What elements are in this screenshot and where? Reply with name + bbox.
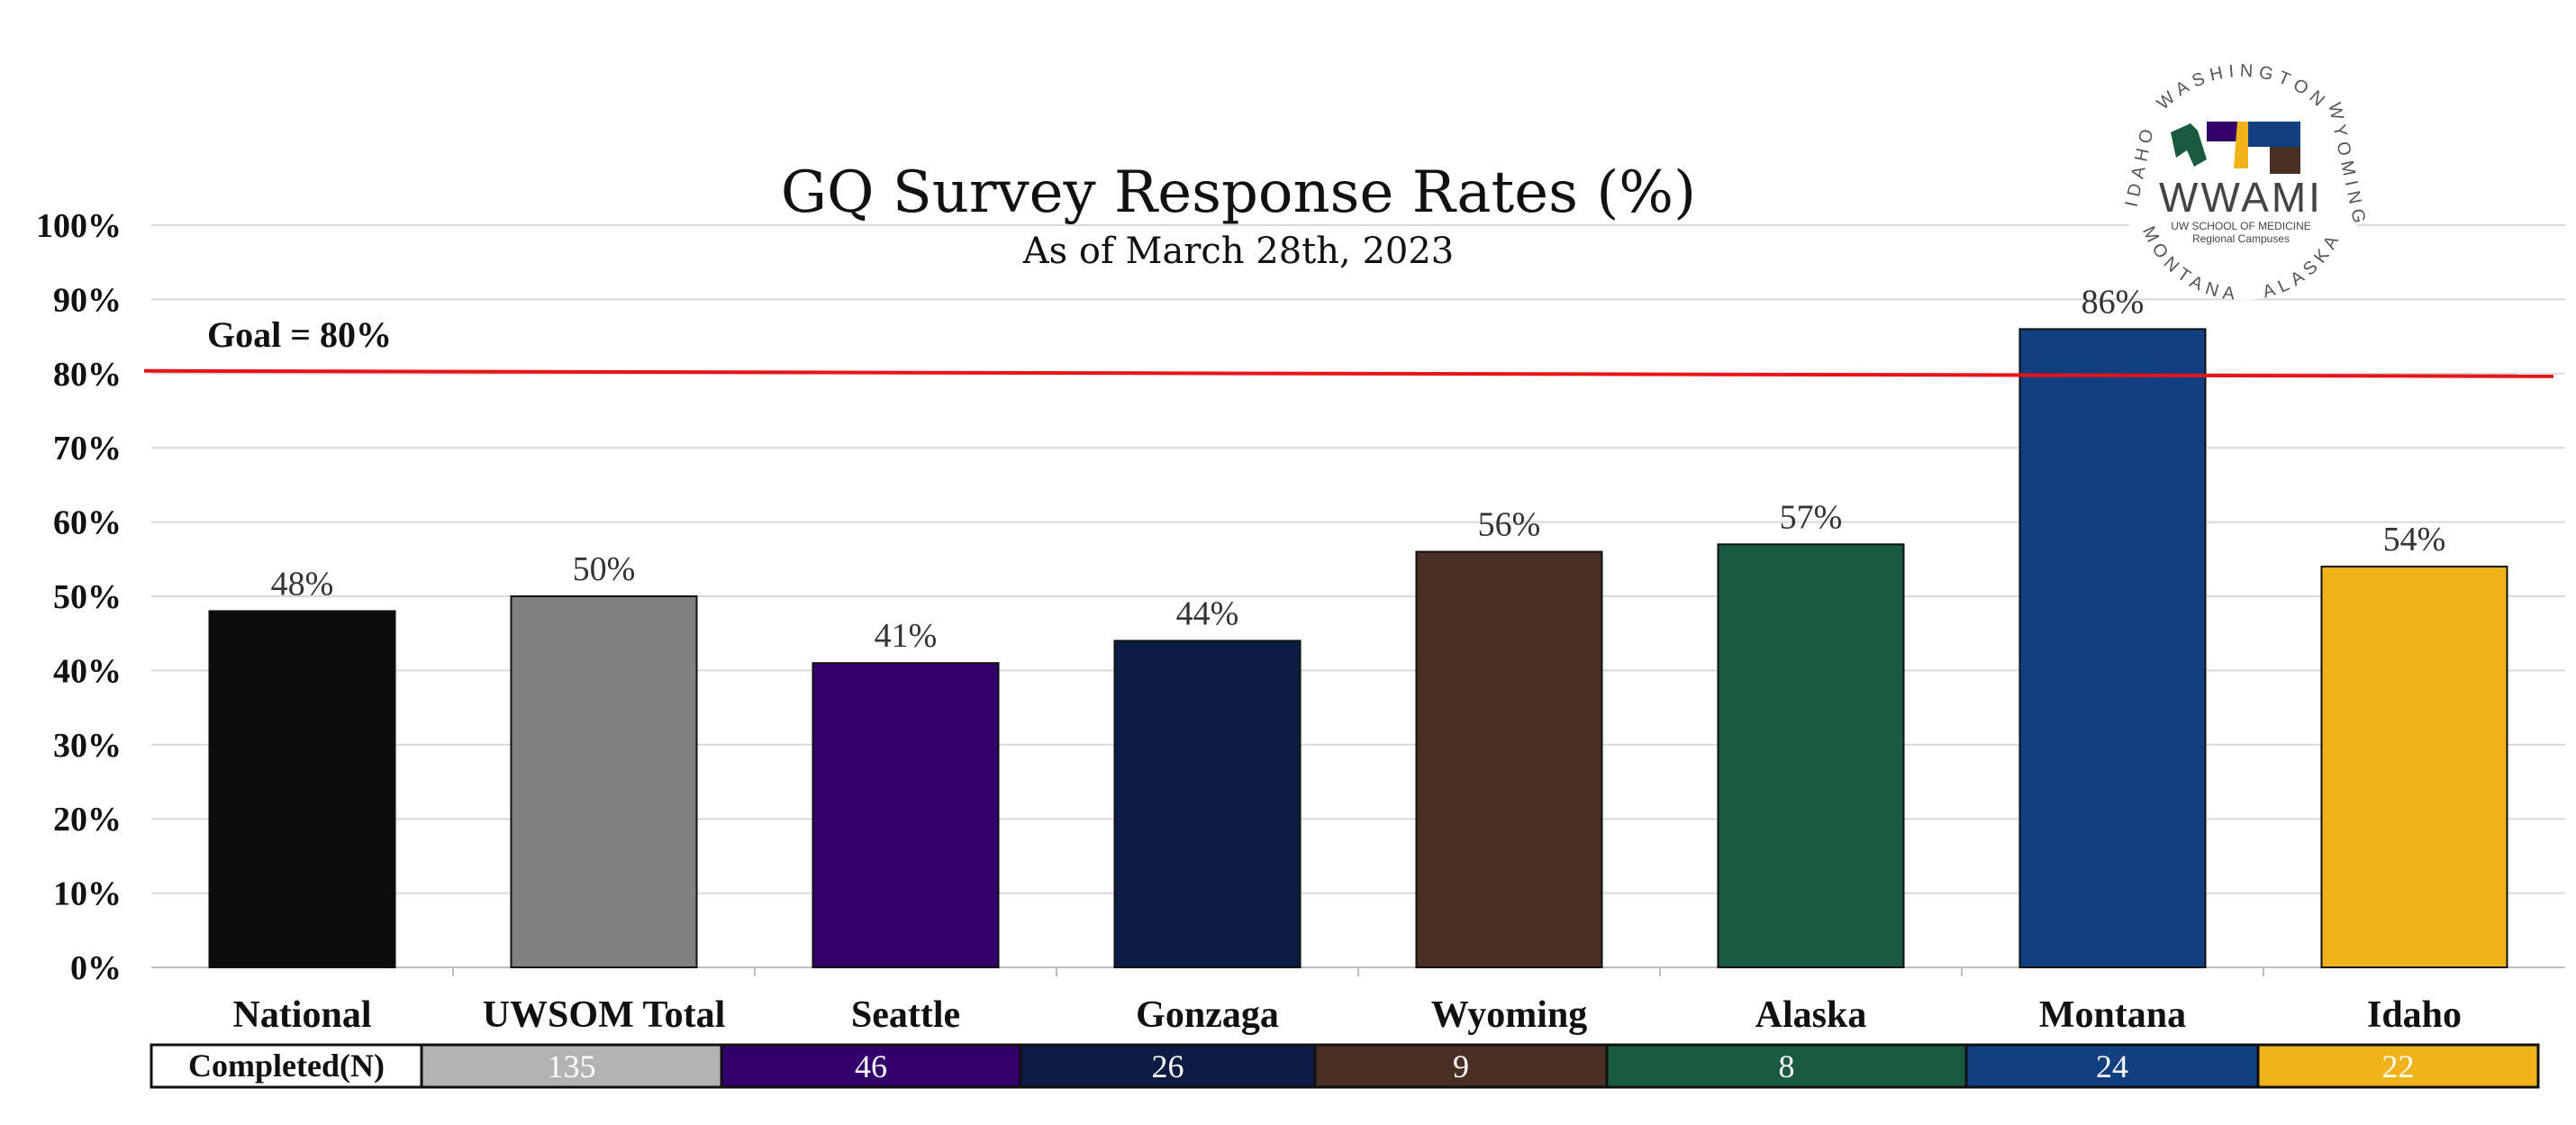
y-tick-label: 20%	[53, 801, 122, 839]
y-tick-label: 80%	[53, 356, 122, 394]
chart-subtitle: As of March 28th, 2023	[1022, 231, 1455, 272]
category-label: UWSOM Total	[483, 994, 726, 1036]
x-axis: National UWSOM Total Seattle Gonzaga Wyoming…	[232, 967, 2462, 1036]
table-cell-value: 26	[1152, 1048, 1184, 1084]
logo-subtitle-2: Regional Campuses	[2192, 232, 2290, 245]
data-label: 48%	[271, 565, 334, 603]
table-cell-value: 24	[2096, 1048, 2128, 1084]
data-label: 54%	[2383, 521, 2446, 558]
category-label: Wyoming	[1431, 994, 1587, 1036]
y-tick-label: 60%	[53, 504, 122, 542]
y-tick-label: 100%	[36, 207, 122, 245]
data-label: 44%	[1176, 594, 1239, 632]
goal-line-group: Goal = 80%	[143, 314, 2554, 378]
bar	[510, 595, 698, 968]
data-label: 57%	[1780, 498, 1843, 536]
table-cell	[1313, 1043, 1609, 1089]
bar	[812, 662, 1000, 968]
y-tick-label: 0%	[70, 949, 122, 987]
table-cell	[1964, 1043, 2260, 1089]
bar	[208, 610, 396, 968]
logo-subtitle: UW SCHOOL OF MEDICINE	[2171, 220, 2311, 232]
y-axis: 0% 10% 20% 30% 40% 50% 60% 70% 80% 90% 100%	[36, 207, 122, 987]
category-label: Idaho	[2367, 994, 2462, 1036]
table-cell-value: 8	[1779, 1048, 1795, 1084]
data-label: 41%	[875, 617, 938, 655]
category-label: Alaska	[1755, 994, 1867, 1036]
table-cell-value: 46	[855, 1048, 887, 1084]
table-cell	[2256, 1043, 2540, 1089]
category-label: Gonzaga	[1136, 994, 1279, 1036]
table-cell	[420, 1043, 723, 1089]
completed-table: Completed(N) 135 46 26 9 8 24 22	[150, 1043, 2540, 1089]
y-tick-label: 10%	[53, 876, 122, 913]
bar	[2320, 566, 2508, 968]
goal-label: Goal = 80%	[207, 314, 392, 355]
data-label: 86%	[2082, 283, 2145, 321]
table-cell-value: 135	[548, 1048, 596, 1084]
category-label: Seattle	[851, 994, 960, 1036]
wwami-logo: WASHINGTON IDAHO WYOMING MONTANA ALASKA …	[2118, 51, 2370, 304]
y-tick-label: 70%	[53, 430, 122, 467]
map-icon	[2171, 122, 2300, 174]
bar	[1113, 640, 1302, 968]
bars	[208, 328, 2508, 968]
category-label: National	[232, 994, 371, 1036]
y-tick-label: 90%	[53, 281, 122, 319]
table-cell	[1019, 1043, 1317, 1089]
data-labels: 48% 50% 41% 44% 56% 57% 86% 54%	[271, 283, 2446, 655]
data-label: 50%	[573, 550, 636, 588]
table-header: Completed(N)	[188, 1048, 385, 1084]
chart-title: GQ Survey Response Rates (%)	[781, 159, 1696, 226]
table-cell-value: 22	[2382, 1048, 2415, 1084]
bar	[2018, 328, 2207, 968]
y-tick-label: 40%	[53, 652, 122, 690]
y-tick-label: 30%	[53, 727, 122, 765]
bar	[1415, 550, 1603, 968]
bar	[1717, 543, 1905, 968]
goal-line	[143, 368, 2554, 378]
table-cell-value: 9	[1453, 1048, 1469, 1084]
category-label: Montana	[2039, 994, 2186, 1036]
y-tick-label: 50%	[53, 578, 122, 616]
logo-wordmark: WWAMI	[2159, 174, 2323, 221]
data-label: 56%	[1478, 506, 1541, 544]
